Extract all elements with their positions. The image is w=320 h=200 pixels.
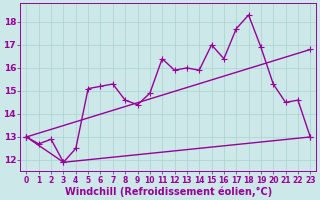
X-axis label: Windchill (Refroidissement éolien,°C): Windchill (Refroidissement éolien,°C) bbox=[65, 186, 272, 197]
